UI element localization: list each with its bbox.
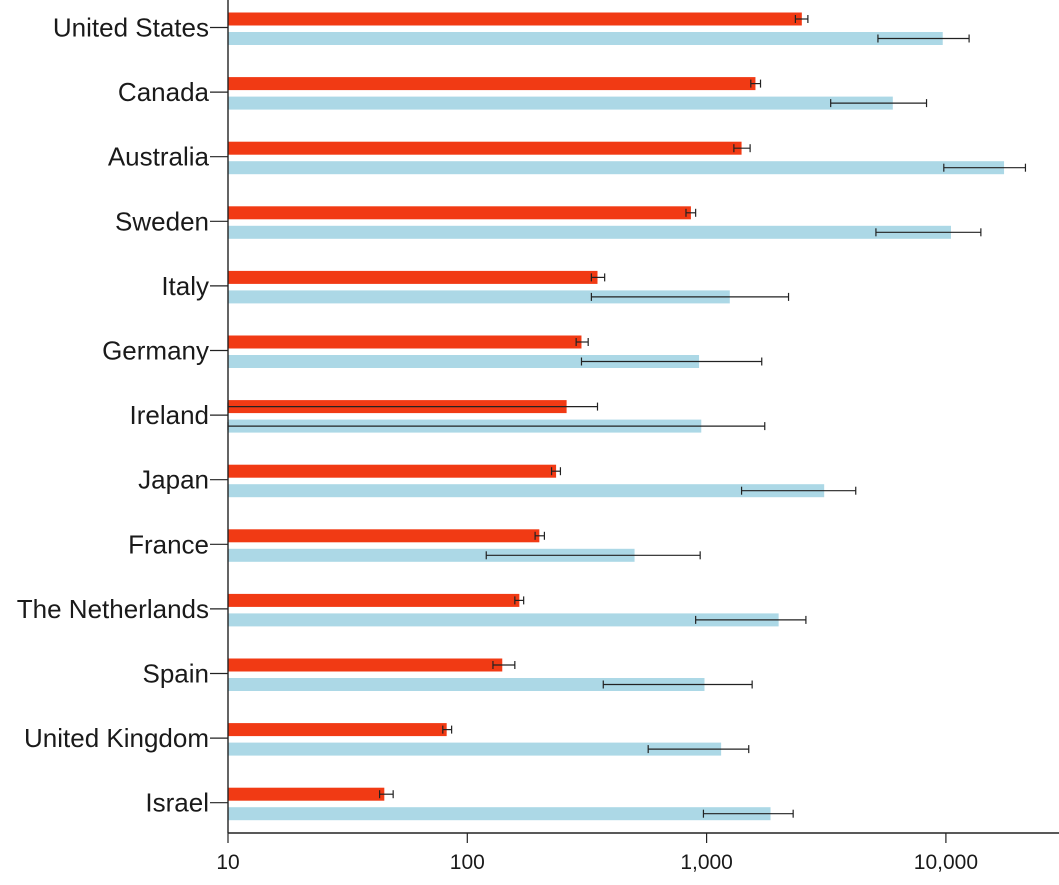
- category-label-spain: Spain: [143, 659, 210, 689]
- axes-layer: [210, 0, 1059, 843]
- bar-b-the-netherlands: [228, 613, 779, 627]
- category-label-canada: Canada: [118, 77, 210, 107]
- category-label-united-kingdom: United Kingdom: [24, 723, 209, 753]
- bar-a-united-kingdom: [228, 723, 447, 737]
- x-tick-label: 1,000: [680, 851, 733, 874]
- bar-b-italy: [228, 290, 730, 304]
- bar-a-israel: [228, 787, 385, 801]
- category-label-israel: Israel: [145, 788, 209, 818]
- x-tick-label: 10,000: [914, 851, 978, 874]
- category-label-australia: Australia: [108, 142, 210, 172]
- bar-b-united-states: [228, 32, 943, 45]
- bar-a-italy: [228, 270, 598, 284]
- bar-a-france: [228, 529, 540, 543]
- error-bars-layer: [227, 15, 1027, 818]
- bar-a-canada: [228, 77, 756, 91]
- bar-a-the-netherlands: [228, 593, 520, 607]
- bar-a-spain: [228, 658, 503, 672]
- x-tick-label: 100: [450, 851, 485, 874]
- category-label-the-netherlands: The Netherlands: [17, 594, 209, 624]
- category-label-japan: Japan: [138, 465, 209, 495]
- bar-b-spain: [228, 678, 705, 691]
- category-label-italy: Italy: [161, 271, 209, 301]
- category-label-france: France: [128, 529, 209, 559]
- bar-b-australia: [228, 161, 1005, 175]
- bar-b-japan: [228, 484, 825, 498]
- bar-b-united-kingdom: [228, 742, 722, 756]
- category-label-sweden: Sweden: [115, 206, 209, 236]
- bar-a-sweden: [228, 206, 691, 220]
- category-label-ireland: Ireland: [130, 400, 210, 430]
- bar-a-australia: [228, 141, 742, 155]
- bar-a-japan: [228, 464, 557, 478]
- bar-a-germany: [228, 335, 582, 349]
- labels-layer: United States Canada Australia Sweden Italy G…: [17, 13, 978, 875]
- bar-b-canada: [228, 96, 893, 110]
- category-label-united-states: United States: [53, 13, 209, 43]
- bar-b-sweden: [228, 225, 951, 239]
- category-label-germany: Germany: [102, 336, 209, 366]
- x-tick-label: 10: [216, 851, 239, 874]
- bar-b-france: [228, 548, 635, 562]
- bar-b-israel: [228, 807, 771, 821]
- bar-a-united-states: [228, 12, 802, 26]
- bars-layer: [228, 12, 1005, 821]
